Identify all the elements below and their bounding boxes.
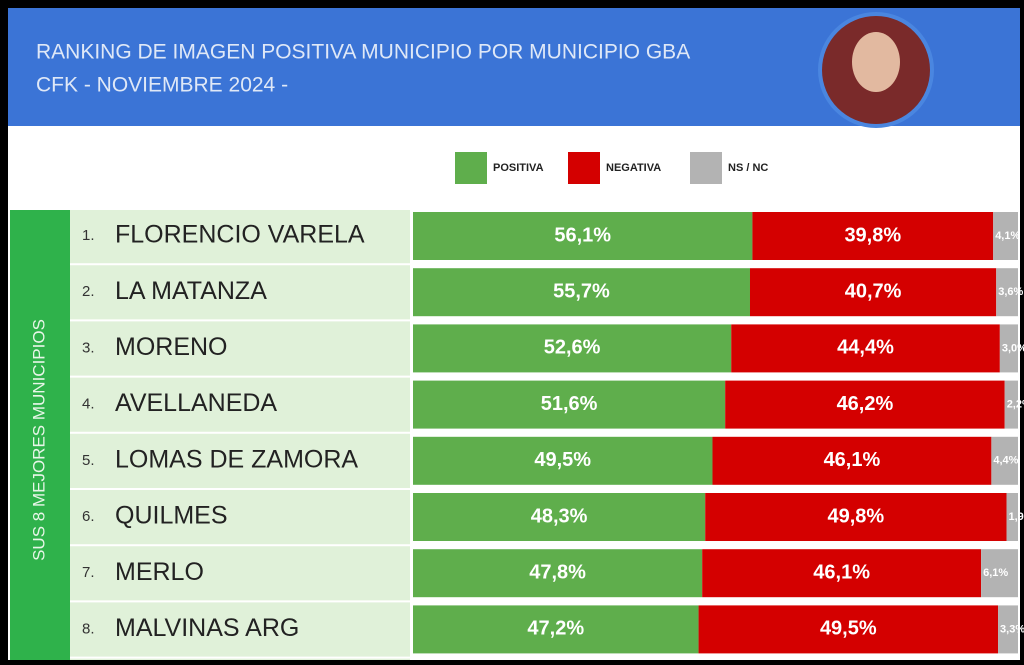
value-label: 6,1% — [983, 567, 1008, 579]
category-label: FLORENCIO VARELA — [115, 221, 365, 249]
value-label: 44,4% — [837, 337, 894, 359]
value-label: 49,8% — [828, 505, 885, 527]
bar-segment — [413, 549, 703, 598]
category-label: MALVINAS ARG — [115, 614, 299, 642]
value-label: 49,5% — [534, 449, 591, 471]
label-column — [70, 210, 410, 660]
rank-label: 4. — [82, 396, 95, 413]
rank-label: 1. — [82, 227, 95, 244]
legend-swatch — [455, 152, 487, 184]
rank-label: 3. — [82, 339, 95, 356]
bar-segment — [731, 324, 1000, 373]
bar-segment — [991, 436, 1018, 485]
rank-label: 5. — [82, 452, 95, 469]
value-label: 39,8% — [844, 224, 901, 246]
bar-segment — [993, 212, 1018, 260]
legend-label: NS / NC — [728, 162, 768, 174]
value-label: 56,1% — [554, 224, 611, 246]
bar-segment — [413, 493, 706, 541]
value-label: 52,6% — [544, 337, 601, 359]
bar-segment — [413, 605, 699, 654]
bar-segment — [413, 212, 753, 260]
legend-swatch — [568, 152, 600, 184]
legend-swatch — [690, 152, 722, 184]
side-strip — [10, 210, 70, 660]
bar-segment — [702, 549, 982, 598]
value-label: 40,7% — [845, 280, 902, 302]
bar-segment — [999, 324, 1018, 373]
value-label: 47,8% — [529, 561, 586, 583]
bar-segment — [413, 380, 726, 429]
value-label: 2,2% — [1007, 399, 1024, 411]
value-label: 46,1% — [824, 449, 881, 471]
category-label: LA MATANZA — [115, 277, 267, 305]
bar-segment — [749, 268, 997, 317]
value-label: 3,3% — [1000, 623, 1024, 635]
category-label: MORENO — [115, 333, 228, 361]
bar-segment — [996, 268, 1018, 317]
side-label: SUS 8 MEJORES MUNICIPIOS — [29, 319, 48, 561]
bar-segment — [413, 324, 732, 373]
value-label: 49,5% — [820, 618, 877, 640]
value-label: 47,2% — [527, 618, 584, 640]
value-label: 48,3% — [531, 505, 588, 527]
rank-label: 2. — [82, 283, 95, 300]
photo-face — [852, 32, 900, 92]
value-label: 46,1% — [813, 561, 870, 583]
value-label: 51,6% — [541, 393, 598, 415]
chart-title: RANKING DE IMAGEN POSITIVA MUNICIPIO POR… — [36, 41, 690, 64]
bar-segment — [413, 436, 713, 485]
bar-segment — [1006, 493, 1018, 541]
value-label: 1,9% — [1009, 511, 1024, 523]
rank-label: 8. — [82, 620, 95, 637]
bar-segment — [1004, 380, 1018, 429]
bar-segment — [981, 549, 1018, 598]
bar-segment — [712, 436, 992, 485]
category-label: LOMAS DE ZAMORA — [115, 445, 358, 473]
value-label: 55,7% — [553, 280, 610, 302]
value-label: 46,2% — [837, 393, 894, 415]
value-label: 4,1% — [995, 230, 1020, 242]
category-label: AVELLANEDA — [115, 389, 277, 417]
chart-subtitle: CFK - NOVIEMBRE 2024 - — [36, 74, 288, 97]
value-label: 3,6% — [998, 286, 1023, 298]
value-label: 4,4% — [993, 455, 1018, 467]
bar-segment — [705, 493, 1007, 541]
bar-segment — [413, 268, 750, 317]
legend-label: NEGATIVA — [606, 162, 661, 174]
category-label: QUILMES — [115, 502, 228, 530]
bar-segment — [752, 212, 994, 260]
rank-label: 7. — [82, 564, 95, 581]
bar-segment — [998, 605, 1018, 654]
category-label: MERLO — [115, 558, 204, 586]
rank-label: 6. — [82, 508, 95, 525]
bar-segment — [725, 380, 1005, 429]
legend-label: POSITIVA — [493, 162, 544, 174]
value-label: 3,0% — [1002, 342, 1024, 354]
bar-segment — [698, 605, 999, 654]
